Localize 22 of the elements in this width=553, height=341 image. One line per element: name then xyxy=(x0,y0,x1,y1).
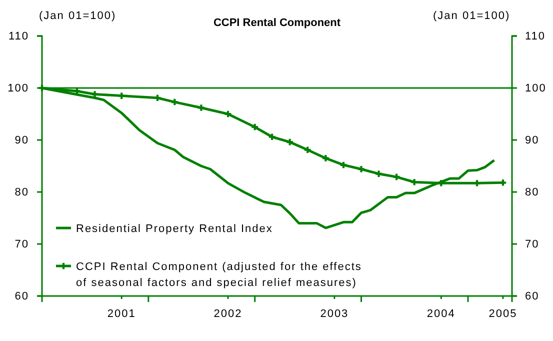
x-tick-label: 2003 xyxy=(320,308,349,320)
y2-tick-label: 90 xyxy=(525,134,540,147)
y-tick-label: 60 xyxy=(14,290,29,303)
y2-tick-label: 100 xyxy=(525,82,546,95)
legend-label: CCPI Rental Component (adjusted for the effects of seasonal factors and special relief measures) xyxy=(76,261,362,289)
y2-tick-label: 80 xyxy=(525,186,540,199)
legend-label: Residential Property Rental Index xyxy=(76,223,273,235)
y-tick-label: 70 xyxy=(14,238,29,251)
y2-tick-label: 60 xyxy=(525,290,540,303)
chart-title: CCPI Rental Component xyxy=(213,17,341,29)
x-tick-label: 2001 xyxy=(107,308,136,320)
y2-tick-label: 110 xyxy=(525,30,546,43)
x-tick-label: 2004 xyxy=(426,308,456,320)
y-tick-label: 100 xyxy=(8,82,29,95)
y-tick-label: 80 xyxy=(14,186,29,199)
y-tick-label: 90 xyxy=(14,134,29,147)
y2-axis-title: (Jan 01=100) xyxy=(433,10,510,22)
y-tick-label: 110 xyxy=(8,30,29,43)
x-tick-label: 2005 xyxy=(488,308,518,320)
y-axis-title: (Jan 01=100) xyxy=(39,10,116,22)
y2-tick-label: 70 xyxy=(525,238,540,251)
x-tick-label: 2002 xyxy=(214,308,242,320)
